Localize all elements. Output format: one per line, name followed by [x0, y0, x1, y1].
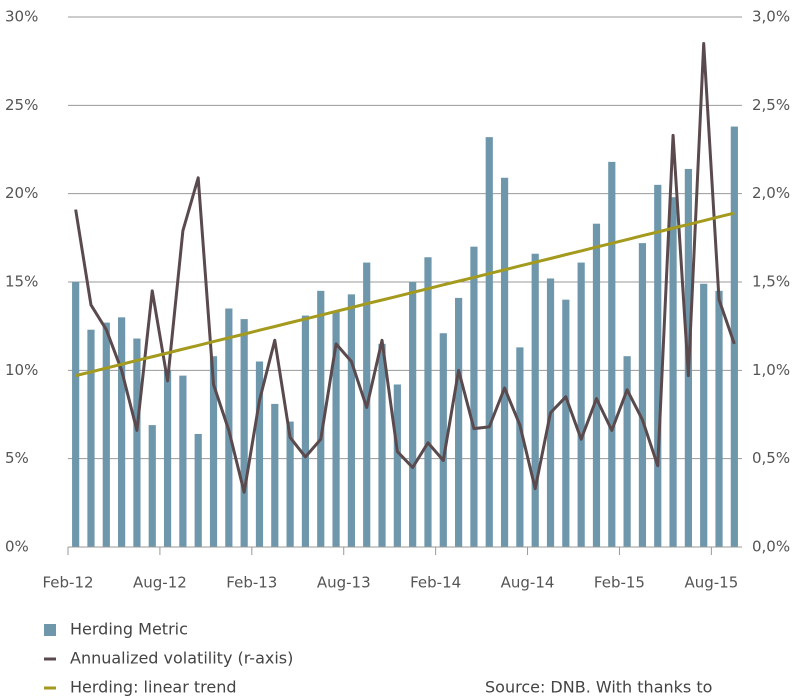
bar — [577, 262, 585, 547]
bar — [485, 137, 493, 547]
bar — [669, 197, 677, 547]
bar — [255, 361, 264, 547]
bar — [715, 290, 723, 547]
legend-label: Annualized volatility (r-axis) — [70, 649, 293, 668]
bar — [409, 282, 417, 547]
bar — [393, 384, 401, 547]
y2-tick-label: 0,0% — [752, 538, 790, 556]
y2-tick-label: 0,5% — [752, 449, 790, 467]
bar — [562, 299, 570, 547]
bar — [424, 257, 432, 547]
y-tick-label: 25% — [5, 96, 38, 114]
y-tick-label: 20% — [5, 184, 38, 202]
bar — [102, 322, 110, 547]
legend-label: Herding: linear trend — [70, 678, 237, 697]
y2-tick-label: 2,5% — [752, 96, 790, 114]
x-tick-label: Aug-12 — [133, 574, 187, 592]
y2-tick-label: 1,5% — [752, 273, 790, 291]
bar — [654, 184, 662, 548]
bar — [240, 319, 248, 547]
line — [75, 211, 735, 378]
bar — [118, 317, 126, 547]
x-tick-label: Aug-15 — [684, 574, 738, 592]
bar — [470, 246, 478, 547]
bar — [700, 283, 708, 547]
y-tick-label: 5% — [5, 449, 29, 467]
legend-label: Herding Metric — [70, 620, 188, 639]
bar — [608, 161, 616, 547]
bar — [347, 294, 355, 547]
bar — [638, 243, 647, 547]
y-tick-label: 10% — [5, 361, 38, 379]
bar — [623, 356, 631, 547]
x-tick-label: Aug-14 — [501, 574, 555, 592]
legend: Herding Metric Annualized volatility (r-a… — [44, 620, 293, 697]
bar — [531, 253, 539, 547]
bar — [332, 312, 340, 547]
bar — [163, 370, 172, 547]
bar — [72, 282, 80, 547]
bar — [439, 333, 447, 547]
bar — [209, 356, 218, 547]
bar — [516, 347, 524, 547]
x-tick-label: Feb-13 — [226, 574, 277, 592]
bar — [500, 177, 509, 547]
bar — [194, 433, 202, 547]
source-note: Source: DNB. With thanks to — [485, 678, 712, 697]
y2-tick-label: 3,0% — [752, 8, 790, 26]
line — [74, 42, 736, 494]
x-tick-label: Aug-13 — [317, 574, 371, 592]
bar — [133, 338, 141, 547]
y-tick-label: 0% — [5, 538, 29, 556]
bar — [148, 425, 156, 547]
bar — [317, 290, 325, 547]
bar — [301, 315, 310, 547]
bar — [378, 343, 386, 547]
bar — [179, 375, 187, 547]
y-tick-label: 30% — [5, 8, 38, 26]
y-tick-label: 15% — [5, 273, 38, 291]
bar — [730, 126, 738, 548]
bar — [271, 403, 279, 547]
x-tick-label: Feb-12 — [42, 574, 93, 592]
bar — [87, 329, 95, 547]
bar — [455, 297, 463, 547]
y2-tick-label: 2,0% — [752, 184, 790, 202]
bar — [286, 421, 294, 547]
y2-tick-label: 1,0% — [752, 361, 790, 379]
legend-swatch — [44, 624, 56, 636]
x-tick-label: Feb-14 — [410, 574, 461, 592]
x-tick-label: Feb-15 — [594, 574, 645, 592]
bar — [592, 223, 601, 547]
